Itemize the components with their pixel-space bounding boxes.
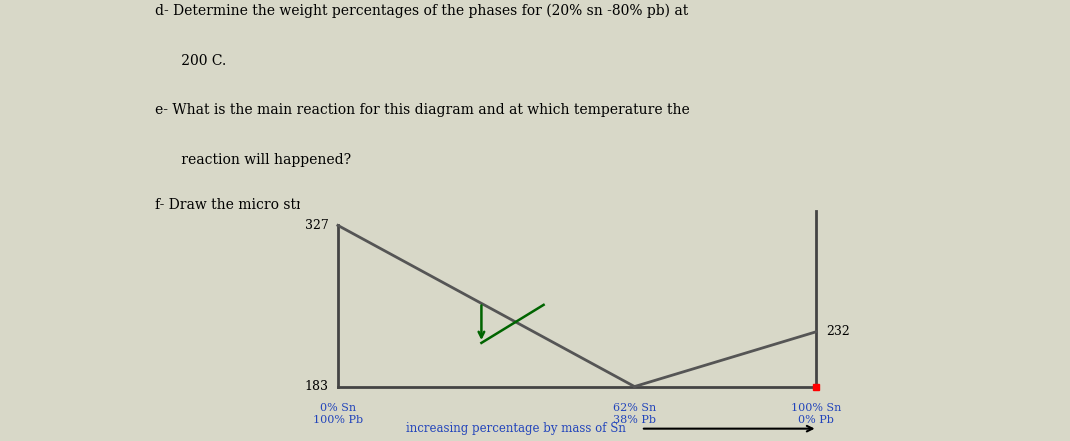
Text: 0% Sn
100% Pb: 0% Sn 100% Pb (312, 404, 363, 425)
Text: e- What is the main reaction for this diagram and at which temperature the: e- What is the main reaction for this di… (155, 103, 690, 117)
Text: d- Determine the weight percentages of the phases for (20% sn -80% pb) at: d- Determine the weight percentages of t… (155, 4, 688, 19)
Text: 183: 183 (304, 380, 328, 393)
Text: 232: 232 (826, 325, 850, 338)
Text: 62% Sn
38% Pb: 62% Sn 38% Pb (613, 404, 656, 425)
Text: increasing percentage by mass of Sn: increasing percentage by mass of Sn (406, 422, 625, 435)
Text: 200 C.: 200 C. (155, 53, 227, 67)
Text: 100% Sn
0% Pb: 100% Sn 0% Pb (791, 404, 841, 425)
Text: f- Draw the micro structure of the main reaction: f- Draw the micro structure of the main … (155, 198, 496, 213)
Text: 327: 327 (305, 219, 328, 232)
Text: reaction will happened?: reaction will happened? (155, 153, 351, 167)
